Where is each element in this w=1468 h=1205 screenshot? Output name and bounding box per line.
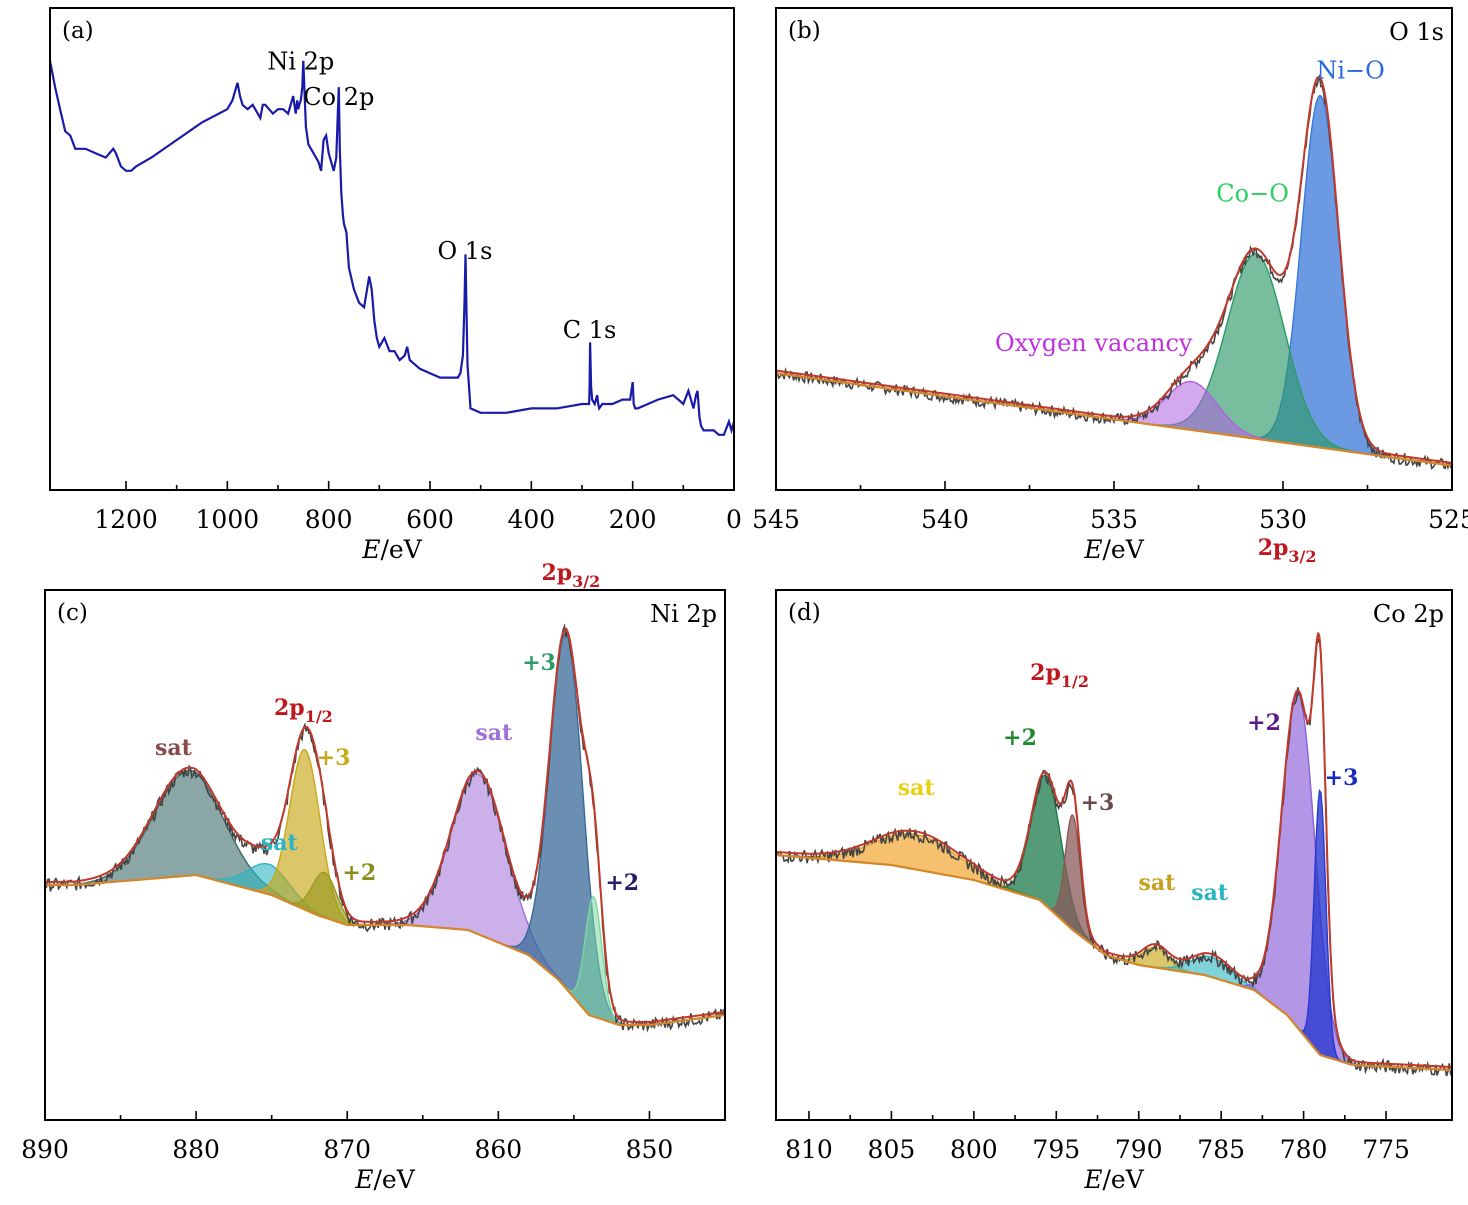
- background-c: [45, 873, 725, 1027]
- background-b: [776, 372, 1452, 467]
- peak-label-d-3: sat: [1138, 870, 1176, 896]
- xtick-label-b-0: 545: [752, 505, 800, 534]
- peak-d-6: [776, 788, 1452, 1071]
- peak-label-d-0: sat: [898, 775, 936, 801]
- plot-area-c: [45, 623, 725, 1033]
- orbital-label-c-1: 2p3/2: [541, 560, 600, 591]
- element-label-2: O 1s: [438, 237, 493, 265]
- xtick-label-d-7: 775: [1362, 1135, 1410, 1164]
- xtick-label-b-3: 530: [1259, 505, 1307, 534]
- x-axis-label-a: E/eV: [361, 535, 422, 564]
- peak-d-0: [776, 833, 1452, 1071]
- orbital-label-d-1: 2p3/2: [1258, 535, 1317, 566]
- peak-b-0: [776, 94, 1452, 467]
- xtick-label-d-1: 805: [868, 1135, 916, 1164]
- panel-c: sat sat +3 +2 sat +3 +2 2p1/2 2p3/2 890 880 870 860 8…: [21, 560, 726, 1194]
- orbital-label-c-0: 2p1/2: [274, 695, 333, 726]
- peak-d-5: [776, 692, 1452, 1071]
- peak-c-4: [45, 773, 725, 1026]
- peak-label-c-1: sat: [261, 830, 299, 856]
- fit-envelope-d: [776, 632, 1452, 1068]
- peak-label-c-0: sat: [155, 735, 193, 761]
- panel-label-b: (b): [788, 18, 821, 44]
- peak-label-c-6: +2: [605, 870, 639, 896]
- peak-label-c-3: +2: [342, 860, 376, 886]
- xtick-label-a-2: 800: [305, 505, 353, 534]
- peak-label-d-1: +2: [1003, 725, 1037, 751]
- peak-label-c-2: +3: [317, 745, 351, 771]
- xtick-label-a-0: 1200: [94, 505, 158, 534]
- panel-label-c: (c): [57, 600, 88, 626]
- xtick-label-a-6: 0: [726, 505, 742, 534]
- element-label-1: Co 2p: [303, 83, 374, 111]
- element-label-0: Ni 2p: [267, 48, 334, 76]
- peak-label-d-5: +2: [1247, 710, 1281, 736]
- xtick-label-d-5: 785: [1197, 1135, 1245, 1164]
- x-axis-label-d: E/eV: [1083, 1165, 1144, 1194]
- xtick-label-d-0: 810: [785, 1135, 833, 1164]
- xtick-label-a-4: 400: [507, 505, 555, 534]
- peak-d-1: [776, 774, 1452, 1071]
- xtick-label-c-1: 880: [172, 1135, 220, 1164]
- xtick-label-c-2: 870: [323, 1135, 371, 1164]
- panel-label-a: (a): [62, 18, 94, 44]
- xtick-label-b-4: 525: [1428, 505, 1468, 534]
- fit-envelope-b: [776, 75, 1452, 464]
- fit-envelope-c: [45, 627, 725, 1023]
- peak-label-b-1: Co−O: [1216, 180, 1289, 208]
- x-axis-label-c: E/eV: [354, 1165, 415, 1194]
- peak-c-6: [45, 874, 725, 1026]
- peak-label-c-5: +3: [522, 650, 556, 676]
- peak-label-b-0: Ni−O: [1316, 56, 1384, 84]
- xtick-label-c-3: 860: [474, 1135, 522, 1164]
- peak-c-0: [45, 769, 725, 1026]
- plot-area-b: [776, 73, 1452, 471]
- panel-title-c: Ni 2p: [650, 600, 717, 628]
- xtick-label-a-3: 600: [406, 505, 454, 534]
- panel-frame-d: [775, 589, 1453, 1121]
- xtick-label-a-5: 200: [609, 505, 657, 534]
- element-label-3: C 1s: [563, 316, 617, 344]
- peak-label-b-2: Oxygen vacancy: [995, 329, 1193, 357]
- plot-area-a: [50, 60, 734, 436]
- panel-b: Ni−O Co−O Oxygen vacancy 545 540 535 530 525 E/e…: [752, 7, 1468, 564]
- xtick-label-d-2: 800: [950, 1135, 998, 1164]
- peak-label-d-2: +3: [1081, 790, 1115, 816]
- plot-area-d: [776, 632, 1452, 1077]
- peak-label-d-4: sat: [1191, 880, 1229, 906]
- xtick-label-b-1: 540: [921, 505, 969, 534]
- xtick-label-d-3: 795: [1032, 1135, 1080, 1164]
- orbital-label-d-0: 2p1/2: [1030, 660, 1089, 691]
- panel-title-b: O 1s: [1389, 18, 1444, 46]
- panel-frame-a: [49, 7, 735, 491]
- peak-label-c-4: sat: [475, 720, 513, 746]
- xtick-label-a-1: 1000: [196, 505, 260, 534]
- xtick-label-c-0: 890: [21, 1135, 69, 1164]
- panel-a: Ni 2p Co 2p O 1s C 1s 1200 1000 800 600 400 200 0 E…: [49, 7, 742, 564]
- x-axis-label-b: E/eV: [1083, 535, 1144, 564]
- panel-title-d: Co 2p: [1373, 600, 1444, 628]
- xtick-label-d-6: 780: [1280, 1135, 1328, 1164]
- xtick-label-c-4: 850: [626, 1135, 674, 1164]
- panel-frame-c: [44, 589, 726, 1121]
- xtick-label-d-4: 790: [1115, 1135, 1163, 1164]
- background-d: [776, 853, 1452, 1072]
- xtick-label-b-2: 535: [1090, 505, 1138, 534]
- panel-label-d: (d): [788, 600, 821, 626]
- peak-label-d-6: +3: [1325, 765, 1359, 791]
- survey-spectrum-line: [50, 60, 734, 436]
- raw-data-c: [45, 623, 725, 1033]
